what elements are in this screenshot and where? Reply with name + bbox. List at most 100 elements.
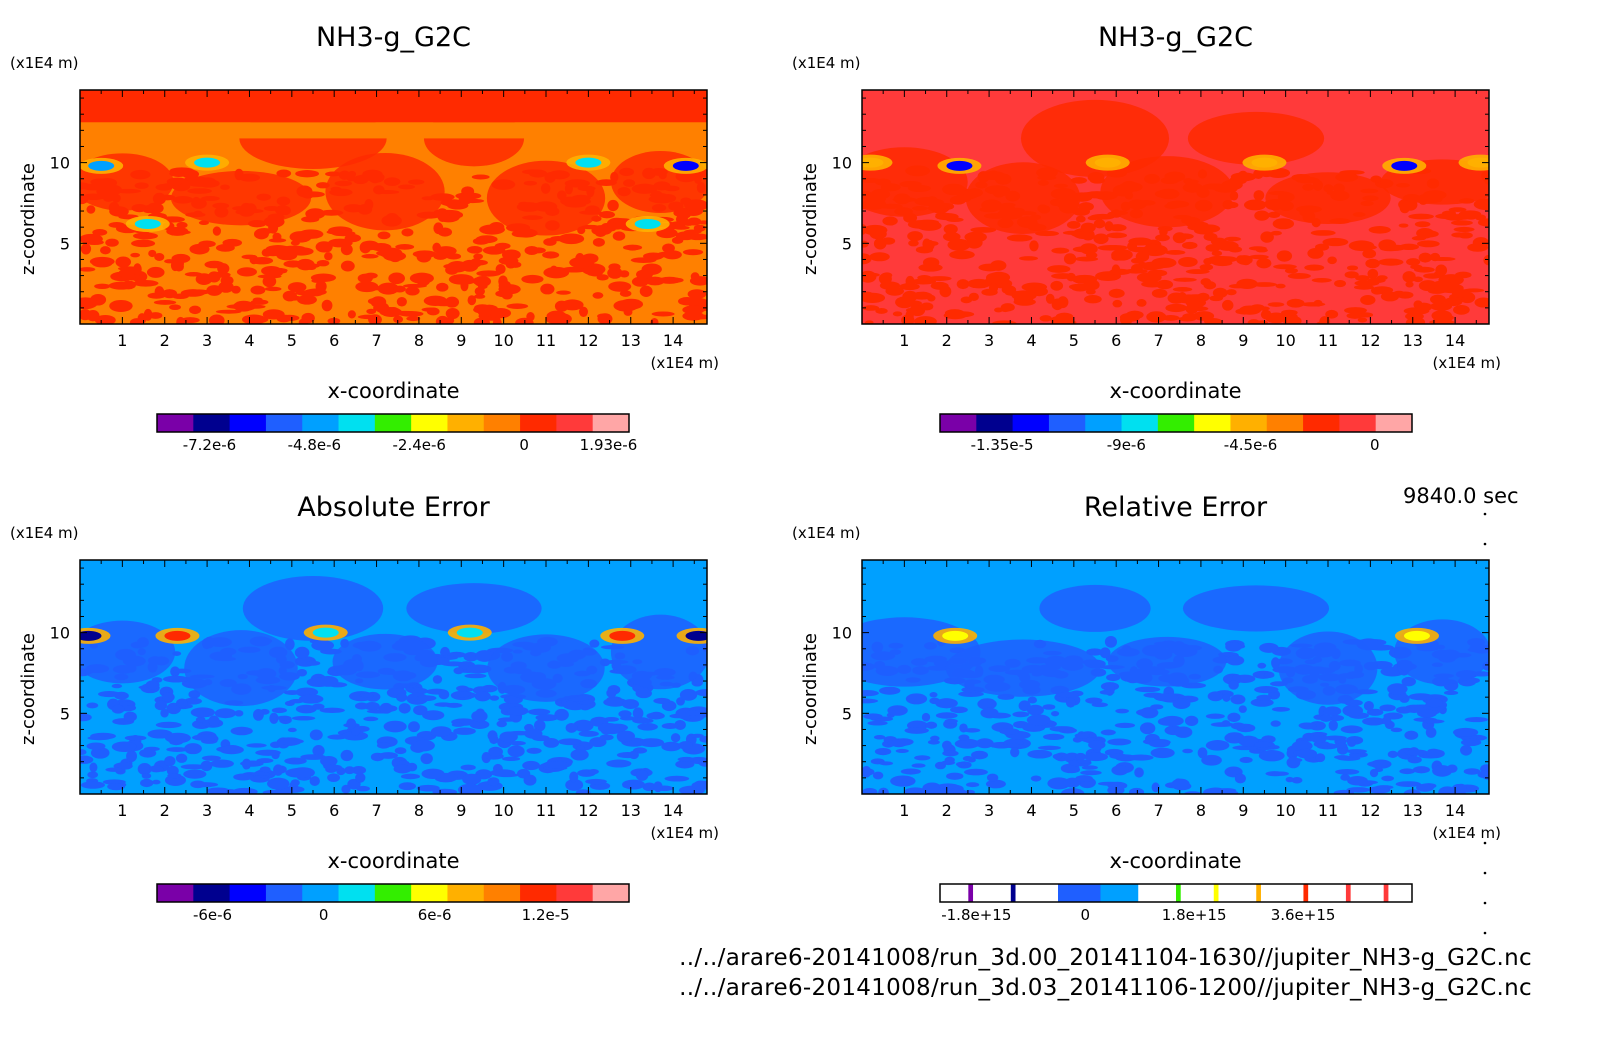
heatmap-cell [1128,237,1153,246]
heatmap-cell [588,768,599,775]
plot-frame [861,559,1490,795]
x-axis-label: x-coordinate [327,379,459,403]
x-tick-label: 14 [1445,801,1465,820]
heatmap-cell [354,702,369,710]
x-tick-label: 10 [1275,801,1295,820]
heatmap-cell [1477,770,1489,779]
y-tick-label: 10 [50,154,70,173]
heatmap-cell [1458,232,1473,239]
y-tick-label: 5 [60,234,70,253]
x-tick-label: 6 [329,801,339,820]
heatmap-cell [862,305,880,311]
heatmap-cell [1196,292,1210,302]
heatmap-cell [651,311,675,317]
heatmap-cell [406,316,421,322]
heatmap-cell [141,773,152,779]
heatmap-cell [1174,726,1193,738]
heatmap-cell [301,216,320,223]
heatmap-cell [1390,727,1403,733]
colorbar-segment [1383,884,1389,902]
heatmap-cell [1222,299,1234,311]
colorbar-segment [1012,414,1050,432]
heatmap-cell [473,253,484,260]
heatmap-cell [437,210,448,222]
heatmap-cell [1203,232,1218,241]
heatmap-cell [1418,252,1432,263]
heatmap-cell [208,715,220,727]
heatmap-cell [166,747,189,752]
heatmap-cell [1376,275,1388,281]
anomaly-core [1251,157,1278,168]
x-tick-label: 9 [456,801,466,820]
heatmap-cell [942,750,959,757]
colorbar-segment [1218,884,1257,902]
heatmap-cell [312,745,325,757]
heatmap-cell [80,267,96,272]
heatmap-cell [1176,233,1194,240]
heatmap-cell [368,286,389,291]
heatmap-cell [914,755,931,761]
heatmap-cell [171,257,184,270]
heatmap-cell [336,767,346,776]
heatmap-region [242,575,384,641]
heatmap-cell [1107,211,1116,218]
heatmap-cell [628,750,639,760]
heatmap-cell [1029,240,1039,252]
heatmap-region [332,633,438,690]
heatmap-cell [86,702,99,709]
x-tick-label: 2 [160,801,170,820]
heatmap-cell [862,240,869,248]
heatmap-cell [1200,278,1212,286]
heatmap-cell [1429,319,1455,324]
heatmap-cell [1099,689,1115,695]
heatmap-cell [379,247,403,259]
x-tick-label: 10 [1275,331,1295,350]
anomaly-core [194,157,221,168]
heatmap-cell [1415,783,1434,792]
heatmap-cell [388,272,405,285]
colorbar-segment [1138,884,1177,902]
heatmap-cell [1227,712,1241,723]
heatmap-cell [327,734,347,740]
heatmap-cell [905,275,915,287]
heatmap-cell [1066,220,1081,229]
colorbar-segment [520,414,557,432]
heatmap-cell [1407,756,1422,764]
colorbar-segment [1194,414,1231,432]
heatmap-cell [1178,316,1197,322]
heatmap-cell [1052,753,1063,760]
colorbar-label: -1.8e+15 [941,906,1011,924]
colorbar-segment [1121,414,1159,432]
anomaly-core [164,630,191,641]
colorbar-segment [1303,414,1340,432]
anomaly-core [672,160,699,171]
heatmap-cell [1345,749,1368,754]
heatmap-cell [272,232,282,242]
colorbar-segment [1176,884,1182,902]
heatmap-cell [360,240,380,251]
heatmap-cell [873,237,887,250]
heatmap-cell [398,703,411,714]
heatmap-cell [941,740,952,751]
heatmap-cell [930,735,940,742]
heatmap-cell [1414,221,1431,228]
heatmap-cell [344,234,361,243]
heatmap-cell [115,701,134,707]
heatmap-cell [693,224,706,232]
heatmap-cell [1185,269,1210,275]
heatmap-cell [1093,219,1106,229]
heatmap-cell [1405,316,1426,324]
heatmap-cell [267,777,290,790]
heatmap-cell [1026,714,1051,726]
colorbar-label: 0 [1080,906,1090,924]
heatmap-cell [1221,720,1230,726]
heatmap-cell [956,279,970,290]
colorbar-frame [939,883,1413,903]
heatmap-cell [289,231,312,243]
heatmap-cell [187,289,210,295]
heatmap-cell [291,715,316,721]
heatmap-cell [622,699,640,709]
heatmap-cell [212,226,222,236]
heatmap-cell [409,272,434,284]
heatmap-cell [183,769,207,779]
